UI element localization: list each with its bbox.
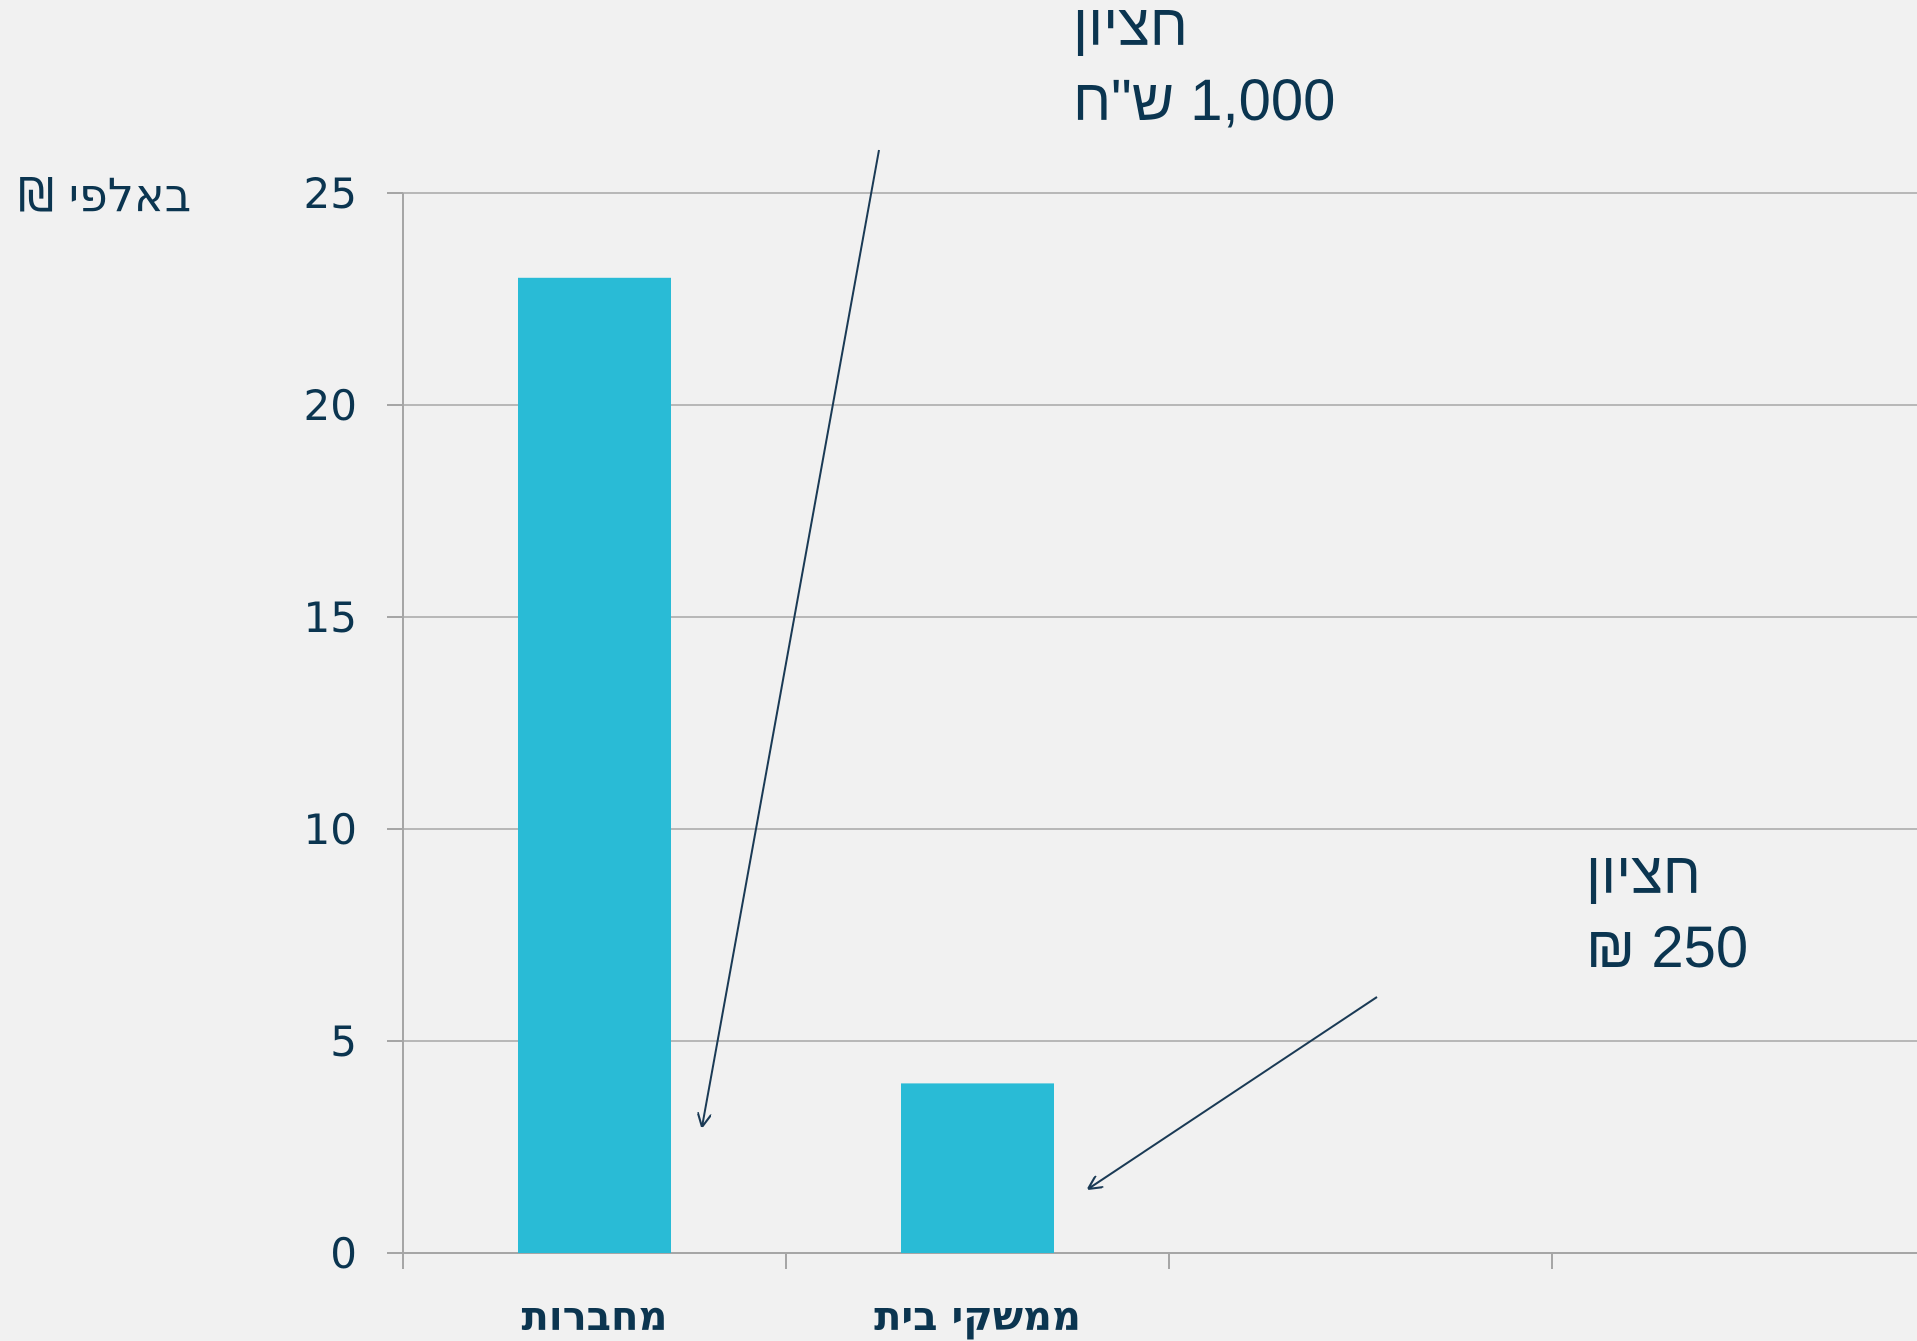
annotation-text: 250 ₪ [1586,915,1748,980]
annotation-text: חציון [1586,841,1701,906]
y-tick-label: 15 [304,593,357,642]
annotation-arrow [702,149,880,1127]
y-axis-unit-label: באלפי ₪ [18,168,192,222]
y-tick-label: 20 [304,381,357,430]
y-tick-label: 25 [304,169,357,218]
bar [901,1083,1054,1253]
annotation-text: חציון [1073,0,1188,58]
y-tick-label: 0 [330,1229,357,1278]
bar [518,277,671,1253]
x-category-label: ממשקי בית [874,1294,1081,1340]
x-category-label: מחברות [522,1294,668,1340]
annotation-text: 1,000 ש"ח [1073,68,1335,133]
y-tick-label: 10 [304,805,357,854]
annotation-arrow [1088,996,1378,1189]
y-tick-label: 5 [330,1017,357,1066]
